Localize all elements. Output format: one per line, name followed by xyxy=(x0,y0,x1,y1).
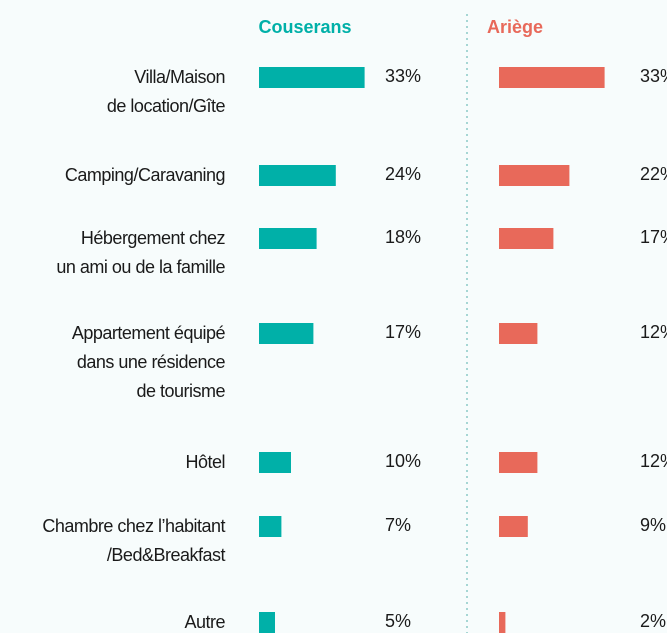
value-label: 33% xyxy=(385,66,421,86)
category-label: Hôtel xyxy=(185,452,225,472)
bar xyxy=(259,612,275,633)
value-label: 12% xyxy=(640,451,667,471)
legend-label: Couserans xyxy=(258,17,351,37)
value-label: 12% xyxy=(640,322,667,342)
bar xyxy=(499,612,506,633)
bar xyxy=(259,323,314,344)
bar xyxy=(499,67,605,88)
category-label: Camping/Caravaning xyxy=(64,165,226,185)
value-label: 33% xyxy=(640,66,667,86)
value-label: 2% xyxy=(640,611,666,631)
bar xyxy=(259,228,317,249)
category-label: Villa/Maison de location/Gîte xyxy=(106,67,226,116)
category-label: Appartement équipé dans une résidence de… xyxy=(71,323,226,401)
bar xyxy=(259,516,282,537)
value-label: 22% xyxy=(640,164,667,184)
value-label: 17% xyxy=(640,227,667,247)
value-label: 5% xyxy=(385,611,411,631)
value-label: 17% xyxy=(385,322,421,342)
bar xyxy=(499,228,554,249)
value-label: 7% xyxy=(385,515,411,535)
bar xyxy=(259,165,336,186)
bar xyxy=(499,165,570,186)
value-label: 10% xyxy=(385,451,421,471)
legend-label: Ariège xyxy=(487,17,543,37)
bar xyxy=(499,452,538,473)
bar xyxy=(499,516,528,537)
value-label: 18% xyxy=(385,227,421,247)
category-label: Chambre chez l’habitant /Bed&Breakfast xyxy=(42,516,225,565)
value-label: 9% xyxy=(640,515,666,535)
value-label: 24% xyxy=(385,164,421,184)
category-label: Autre xyxy=(184,612,225,632)
category-label: Hébergement chez un ami ou de la famille xyxy=(56,228,225,277)
bar xyxy=(259,452,291,473)
bar xyxy=(259,67,365,88)
bar xyxy=(499,323,538,344)
